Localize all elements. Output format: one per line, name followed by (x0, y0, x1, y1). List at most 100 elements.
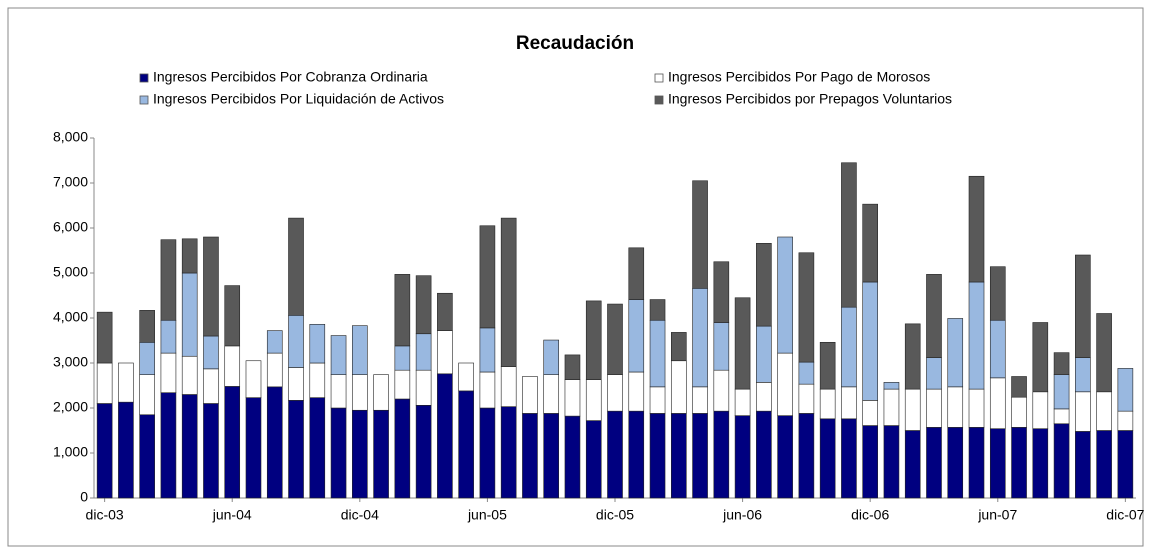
bar-segment (181, 272, 198, 357)
bar-segment (756, 410, 772, 499)
bar-segment (288, 217, 304, 316)
x-tick-label: dic-03 (86, 507, 124, 523)
bar-segment (947, 386, 964, 428)
bar-segment (1053, 408, 1070, 425)
bar-segment (692, 386, 708, 414)
bar-segment (628, 371, 645, 412)
bar-segment (1096, 391, 1112, 431)
x-tick-label: dic-07 (1106, 507, 1144, 523)
bar-segment (543, 413, 560, 499)
bar-segment (862, 203, 878, 283)
legend-label: Ingresos Percibidos Por Pago de Morosos (668, 69, 930, 85)
y-tick-label: 8,000 (53, 129, 88, 145)
bar-segment (522, 376, 538, 414)
bar-segment (543, 374, 560, 414)
bar-segment (458, 390, 474, 499)
bar-segment (947, 318, 964, 388)
x-tick-label: dic-04 (341, 507, 379, 523)
bar-segment (139, 310, 155, 343)
bar-segment (288, 367, 304, 401)
bar-segment (670, 413, 687, 499)
bar-segment (118, 362, 134, 403)
bar-segment (522, 413, 538, 499)
bar-segment (904, 388, 921, 431)
bar-segment (203, 403, 219, 499)
bar-segment (415, 369, 432, 406)
bar-segment (479, 407, 496, 499)
bar-segment (968, 281, 985, 390)
bar-segment (1053, 374, 1070, 410)
bar-segment (713, 369, 730, 412)
bar-segment (713, 322, 730, 371)
bar-segment (1075, 391, 1091, 432)
y-tick-label: 7,000 (53, 174, 88, 190)
bar-segment (266, 352, 283, 388)
bar-segment (394, 274, 411, 347)
bar-segment (330, 407, 347, 499)
bar-segment (458, 362, 474, 392)
bar-segment (926, 427, 942, 499)
bar-segment (224, 386, 241, 499)
bar-segment (203, 368, 219, 404)
y-tick-label: 5,000 (53, 264, 88, 280)
bar-segment (479, 371, 496, 409)
bar-segment (352, 325, 368, 375)
bar-segment (883, 388, 900, 426)
bar-segment (479, 327, 496, 373)
x-tick-label: jun-05 (467, 507, 507, 523)
bar-segment (96, 362, 113, 404)
bar-segment (394, 398, 411, 499)
bar-segment (819, 418, 836, 499)
bar-segment (1053, 352, 1070, 375)
bar-segment (245, 397, 262, 499)
bar-segment (564, 354, 581, 380)
legend-label: Ingresos Percibidos Por Liquidación de A… (153, 91, 444, 107)
bar-segment (713, 410, 730, 499)
bar-segment (139, 414, 155, 499)
bar-segment (160, 319, 177, 354)
bar-segment (437, 330, 453, 375)
bar-segment (1117, 368, 1134, 412)
bar-segment (649, 299, 666, 321)
bar-segment (989, 266, 1006, 321)
bar-segment (841, 306, 857, 388)
bar-segment (926, 357, 942, 390)
bar-segment (734, 388, 751, 416)
bar-segment (139, 341, 155, 375)
bar-segment (798, 361, 815, 385)
bar-segment (585, 379, 602, 421)
legend-swatch (139, 95, 149, 105)
bar-segment (352, 409, 368, 499)
y-tick-label: 4,000 (53, 309, 88, 325)
bar-segment (862, 400, 878, 426)
bar-segment (309, 362, 326, 398)
bar-segment (798, 252, 815, 363)
bar-segment (564, 415, 581, 499)
bar-segment (883, 382, 900, 390)
bar-segment (649, 319, 666, 388)
bar-segment (989, 428, 1006, 499)
bar-segment (1096, 430, 1112, 499)
bar-segment (649, 413, 666, 499)
bar-segment (819, 341, 836, 390)
y-tick-label: 2,000 (53, 399, 88, 415)
bar-segment (266, 330, 283, 354)
bar-segment (96, 311, 113, 364)
bar-segment (500, 366, 517, 407)
bar-segment (394, 345, 411, 371)
bar-segment (585, 300, 602, 380)
bar-segment (777, 236, 793, 354)
bar-segment (841, 162, 857, 308)
bar-segment (139, 374, 155, 416)
bar-segment (713, 261, 730, 323)
bar-segment (819, 388, 836, 420)
bar-segment (394, 369, 411, 400)
bar-segment (437, 373, 453, 499)
bar-segment (904, 323, 921, 390)
bar-segment (309, 323, 326, 364)
x-tick-label: dic-06 (851, 507, 889, 523)
bar-segment (160, 392, 177, 499)
y-tick-label: 3,000 (53, 354, 88, 370)
bar-segment (203, 236, 219, 337)
